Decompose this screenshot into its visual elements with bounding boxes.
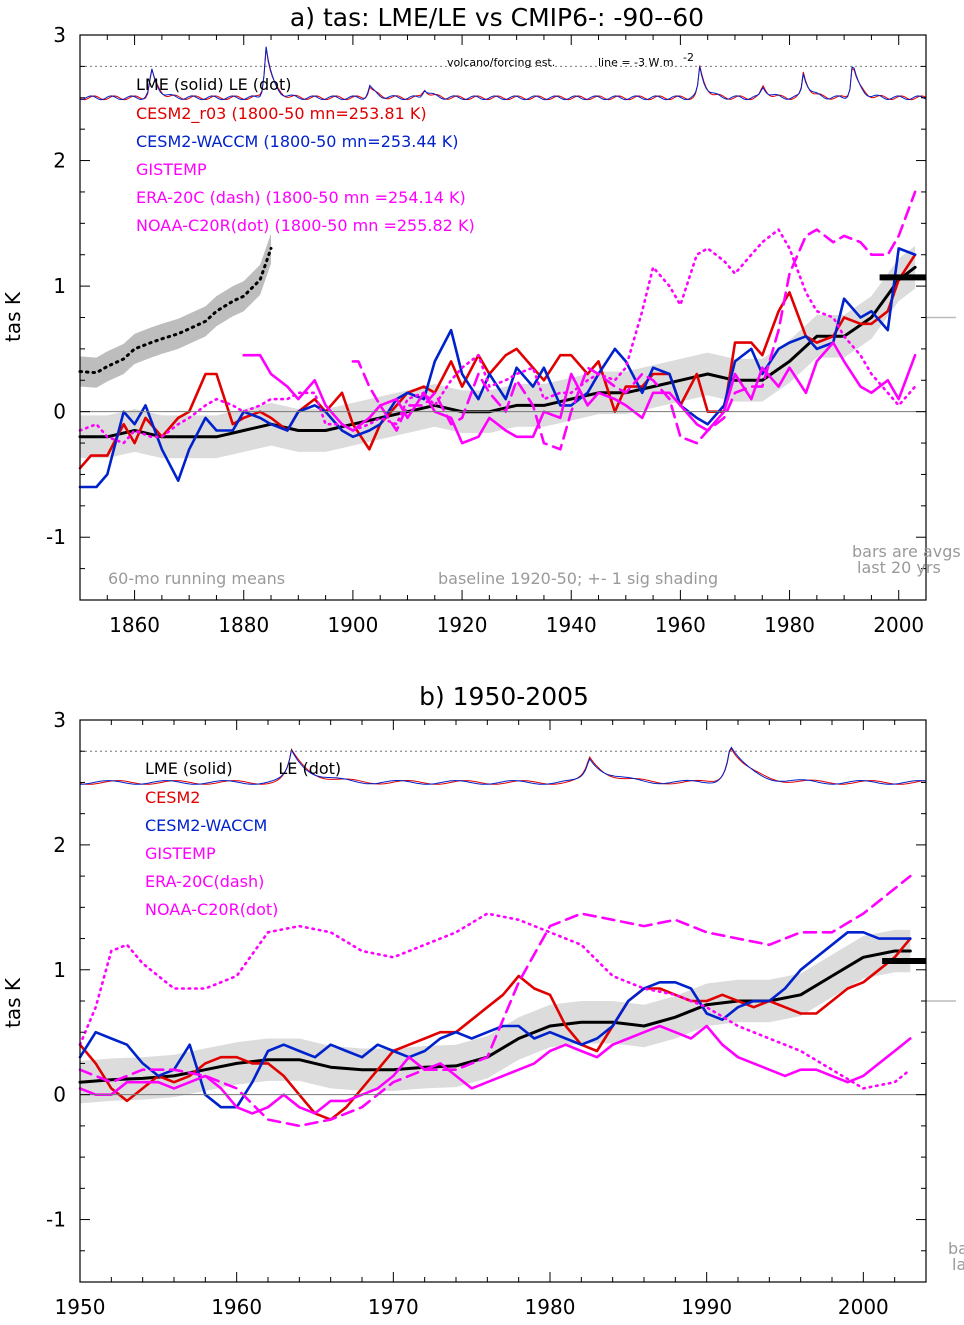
panel-b-title: b) 1950-2005 <box>419 682 589 711</box>
y-tick-label: 1 <box>53 274 66 298</box>
x-tick-label: 1950 <box>55 1295 106 1319</box>
panel-a-series <box>78 190 956 489</box>
series-gistemp <box>242 341 917 445</box>
legend-waccm: CESM2-WACCM (1800-50 mn=253.44 K) <box>136 132 459 151</box>
legend-b-cesm2: CESM2 <box>145 788 200 807</box>
forcing-line <box>79 747 927 785</box>
panel-a-forcing-strip <box>79 46 927 101</box>
x-tick-label: 1960 <box>655 613 706 637</box>
series-lme <box>78 265 917 439</box>
series-cesm2 <box>78 253 917 470</box>
forcing-line <box>79 47 927 101</box>
series-le <box>78 246 273 375</box>
panel-a-axes: 1860 1880 1900 1920 1940 1960 1980 2000 -1 0 1 2 3 <box>46 23 927 637</box>
y-tick-label: -1 <box>46 525 66 549</box>
legend-gistemp: GISTEMP <box>136 160 207 179</box>
y-tick-label: 0 <box>53 1083 66 1107</box>
x-tick-label: 1980 <box>525 1295 576 1319</box>
series-gistemp <box>78 1024 912 1115</box>
forcing-line <box>79 746 927 785</box>
x-tick-label: 1880 <box>218 613 269 637</box>
panel-b-note-right-2: la <box>952 1255 964 1274</box>
panel-b-forcing-strip <box>79 746 927 785</box>
panel-a-line-note-sup: -2 <box>683 51 694 64</box>
x-tick-label: 1960 <box>211 1295 262 1319</box>
y-tick-label: 3 <box>53 708 66 732</box>
x-tick-label: 2000 <box>873 613 924 637</box>
x-tick-label: 1900 <box>327 613 378 637</box>
series-cesm2-waccm <box>78 247 917 489</box>
x-tick-label: 1970 <box>368 1295 419 1319</box>
y-tick-label: 3 <box>53 23 66 47</box>
series-lme <box>78 949 912 1084</box>
panel-a-line-note: line = -3 W m <box>598 56 674 69</box>
panel-a-title: a) tas: LME/LE vs CMIP6-: -90--60 <box>290 3 704 32</box>
panel-a-ylabel: tas K <box>1 291 25 342</box>
le-sigma-shading <box>80 233 272 388</box>
x-tick-label: 1990 <box>681 1295 732 1319</box>
legend-b-lme: LME (solid) LE (dot) <box>145 759 341 778</box>
x-tick-label: 1920 <box>437 613 488 637</box>
x-tick-label: 1860 <box>109 613 160 637</box>
panel-b: b) 1950-2005 tas K 1950 1960 1970 1980 1990 2… <box>1 682 964 1319</box>
legend-b-waccm: CESM2-WACCM <box>145 816 267 835</box>
forcing-line <box>79 46 927 101</box>
series-cesm2-waccm <box>78 930 912 1109</box>
panel-b-ylabel: tas K <box>1 977 25 1028</box>
x-tick-label: 2000 <box>838 1295 889 1319</box>
legend-c20r: NOAA-C20R(dot) (1800-50 mn =255.82 K) <box>136 216 475 235</box>
legend-b-era20c: ERA-20C(dash) <box>145 872 264 891</box>
legend-cesm2: CESM2_r03 (1800-50 mn=253.81 K) <box>136 104 427 124</box>
panel-a: a) tas: LME/LE vs CMIP6-: -90--60 tas K … <box>1 3 961 637</box>
legend-b-c20r: NOAA-C20R(dot) <box>145 900 278 919</box>
series-era-20c <box>351 190 917 451</box>
legend-b-gistemp: GISTEMP <box>145 844 216 863</box>
panel-a-legend: LME (solid) LE (dot) CESM2_r03 (1800-50 … <box>136 75 475 235</box>
panel-a-note-left: 60-mo running means <box>108 569 285 588</box>
series-era-20c <box>78 874 912 1128</box>
panel-a-note-right-1: bars are avgs <box>852 542 961 561</box>
y-tick-label: 2 <box>53 833 66 857</box>
panel-b-series <box>78 874 956 1128</box>
panel-b-legend: LME (solid) LE (dot) CESM2 CESM2-WACCM G… <box>145 759 341 919</box>
panel-a-note-right-2: last 20 yrs <box>857 558 941 577</box>
y-tick-label: 1 <box>53 958 66 982</box>
x-tick-label: 1980 <box>764 613 815 637</box>
y-tick-label: -1 <box>46 1208 66 1232</box>
y-tick-label: 2 <box>53 149 66 173</box>
y-tick-label: 0 <box>53 400 66 424</box>
panel-b-note-right-1: ba <box>948 1239 964 1258</box>
legend-lme: LME (solid) LE (dot) <box>136 75 291 94</box>
panel-a-note-center: baseline 1920-50; +- 1 sig shading <box>438 569 718 588</box>
panel-b-axes: 1950 1960 1970 1980 1990 2000 -1 0 1 2 3 <box>46 708 927 1319</box>
panel-a-forcing-note: volcano/forcing est. <box>447 56 555 69</box>
series-cesm2 <box>78 937 912 1121</box>
legend-era20c: ERA-20C (dash) (1800-50 mn =254.14 K) <box>136 188 466 207</box>
x-tick-label: 1940 <box>546 613 597 637</box>
